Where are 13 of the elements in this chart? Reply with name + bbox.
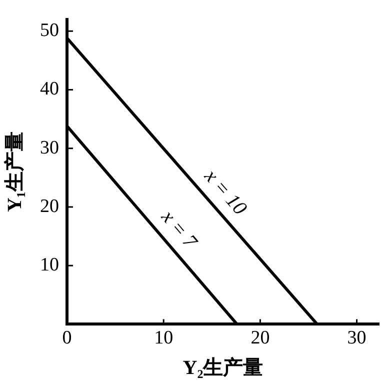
- annotation: x = 7: [156, 205, 202, 254]
- y-axis-title: Y₁生产量: [3, 132, 26, 212]
- x-tick-label: 10: [154, 328, 174, 349]
- x-tick-label: 20: [250, 328, 270, 349]
- y-tick-label: 10: [40, 254, 59, 276]
- x-tick-label: 30: [347, 328, 366, 349]
- x-axis-title: Y₂生产量: [182, 356, 264, 380]
- y-tick-label: 50: [40, 20, 59, 42]
- y-tick-label: 20: [40, 196, 59, 217]
- x-tick-label: 0: [62, 328, 72, 349]
- y-tick-label: 30: [40, 137, 59, 158]
- annotation: x = 10: [199, 164, 251, 220]
- y-tick-label: 40: [40, 78, 59, 100]
